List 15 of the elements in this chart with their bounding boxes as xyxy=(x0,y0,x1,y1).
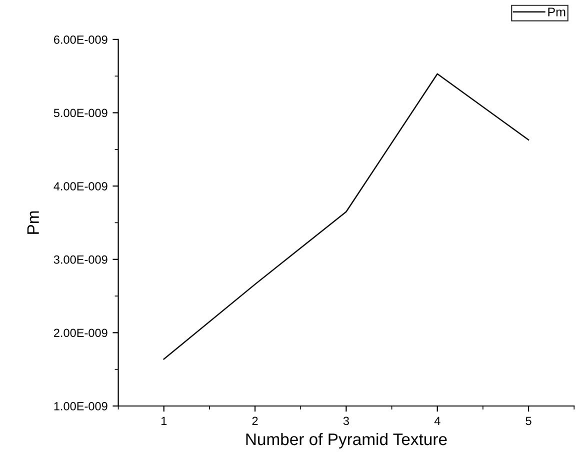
y-tick-label: 4.00E-009 xyxy=(54,182,108,190)
x-axis-title: Number of Pyramid Texture xyxy=(246,432,447,449)
legend-label: Pm xyxy=(548,8,566,16)
x-tick-label: 3 xyxy=(343,416,349,426)
x-tick-label: 2 xyxy=(252,416,258,425)
y-tick-label: 1.00E-009 xyxy=(54,402,108,410)
y-tick-label: 3.00E-009 xyxy=(54,255,108,264)
y-tick-label: 5.00E-009 xyxy=(54,108,108,118)
x-tick-label: 1 xyxy=(161,416,167,425)
x-tick-label: 5 xyxy=(526,416,532,426)
x-tick-label: 4 xyxy=(434,416,440,425)
y-tick-label: 2.00E-009 xyxy=(54,328,108,338)
line-series xyxy=(163,73,530,360)
y-tick-label: 6.00E-009 xyxy=(54,35,108,44)
y-axis-title: Pm xyxy=(27,211,39,234)
